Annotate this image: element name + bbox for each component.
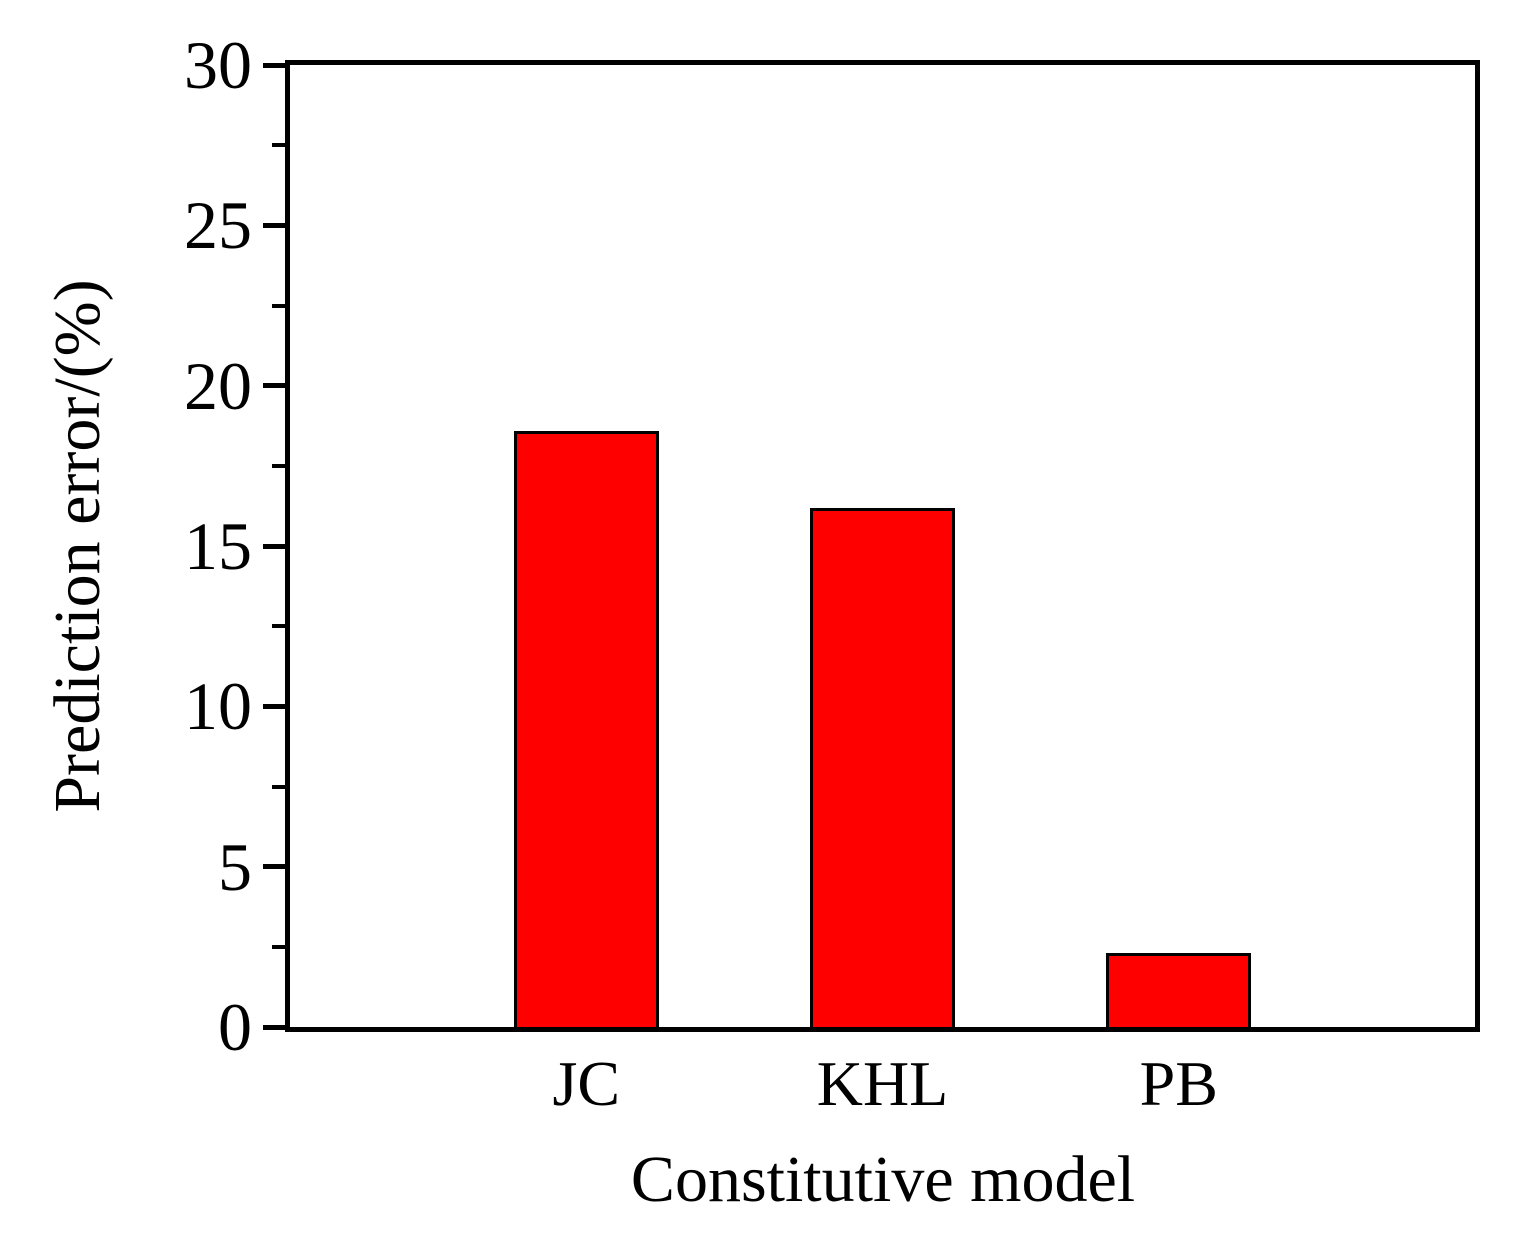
- y-minor-tick: [272, 143, 285, 148]
- y-tick-label: 30: [184, 27, 252, 103]
- y-axis-label: Prediction error/(%): [41, 279, 114, 813]
- y-tick-label: 25: [184, 187, 252, 264]
- y-minor-tick: [272, 784, 285, 789]
- y-minor-tick: [272, 624, 285, 629]
- y-minor-tick: [272, 303, 285, 308]
- y-major-tick: [263, 1024, 285, 1030]
- y-major-tick: [263, 864, 285, 870]
- y-tick-label: 15: [184, 508, 252, 584]
- y-major-tick: [263, 62, 285, 68]
- y-major-tick: [263, 543, 285, 549]
- bar-khl: [810, 507, 955, 1027]
- bar-jc: [513, 430, 659, 1027]
- y-major-tick: [263, 383, 285, 389]
- y-tick-label: 20: [184, 347, 252, 424]
- y-tick-label: 10: [184, 668, 252, 745]
- x-category-label: JC: [552, 1048, 621, 1119]
- y-tick-label: 5: [218, 828, 252, 905]
- y-major-tick: [263, 703, 285, 709]
- y-major-tick: [263, 222, 285, 228]
- y-minor-tick: [272, 944, 285, 949]
- x-category-label: KHL: [816, 1048, 949, 1119]
- x-category-label: PB: [1139, 1048, 1218, 1119]
- plot-area: 0 5 10 15 20 25 30 JC KHL PB: [184, 31, 1480, 1116]
- bar-pb: [1106, 953, 1252, 1027]
- x-axis-label: Constitutive model: [630, 1143, 1136, 1216]
- y-tick-label: 0: [218, 989, 252, 1065]
- y-minor-tick: [272, 463, 285, 468]
